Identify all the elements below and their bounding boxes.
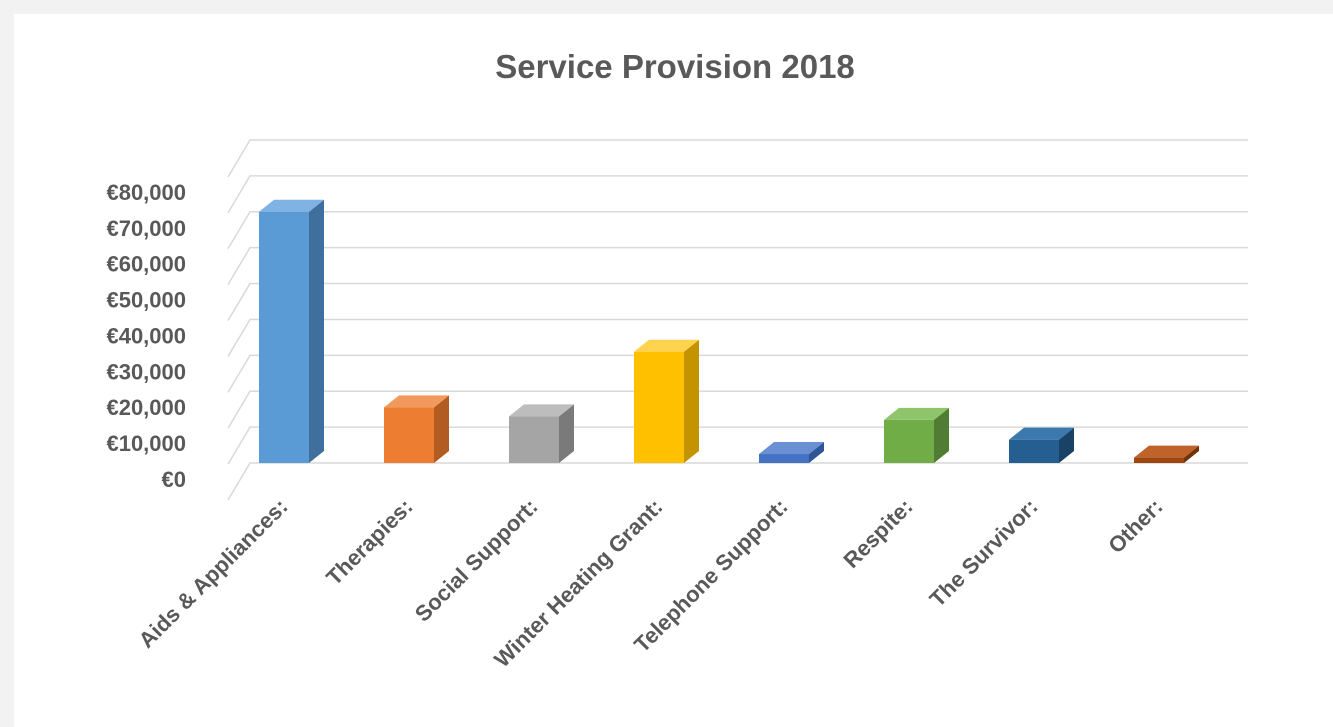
bar-front — [509, 416, 559, 463]
bar-side — [1184, 445, 1199, 463]
y-tick-label: €60,000 — [106, 252, 186, 277]
bar-side — [934, 407, 949, 463]
bar-top — [1009, 427, 1074, 440]
bar — [634, 339, 699, 463]
x-tick-label: Respite: — [838, 494, 917, 573]
bar-top — [759, 442, 824, 455]
bar — [759, 442, 824, 463]
y-tick-label: €70,000 — [106, 216, 186, 241]
x-tick-label: Social Support: — [410, 494, 543, 627]
bar-front — [884, 419, 934, 463]
bar-side — [809, 442, 824, 463]
bar-top — [884, 407, 949, 420]
bar — [884, 407, 949, 463]
y-tick-label: €20,000 — [106, 395, 186, 420]
bar — [509, 404, 574, 463]
bar-side — [309, 199, 324, 463]
x-tick-label: Aids & Appliances: — [134, 494, 293, 653]
gridline — [227, 211, 1248, 250]
chart-svg: Service Provision 2018 €0€10,000€20,000€… — [106, 48, 1248, 672]
bar — [1009, 427, 1074, 463]
y-tick-label: €50,000 — [106, 288, 186, 313]
x-tick-label: Other: — [1103, 494, 1167, 558]
bar-side — [1059, 427, 1074, 463]
bar-front — [634, 351, 684, 463]
bar-front — [259, 211, 309, 463]
chart-title: Service Provision 2018 — [495, 48, 855, 85]
bar-side — [684, 339, 699, 463]
bar-side — [434, 395, 449, 463]
gridline — [227, 175, 1248, 214]
gridline — [227, 462, 1248, 501]
bars — [259, 199, 1199, 463]
x-tick-label: The Survivor: — [925, 494, 1043, 612]
y-axis-ticks: €0 €10,000 €20,000 €30,000 €40,000 €50,000 €60… — [106, 180, 186, 492]
gridline — [227, 354, 1248, 393]
bar — [259, 199, 324, 463]
gridline — [227, 390, 1248, 429]
y-tick-label: €40,000 — [106, 323, 186, 348]
gridline — [227, 426, 1248, 465]
y-tick-label: €0 — [162, 467, 186, 492]
gridline — [227, 139, 1248, 178]
gridline — [227, 282, 1248, 321]
bar-top — [259, 199, 324, 212]
bar-front — [384, 407, 434, 463]
gridline — [227, 318, 1248, 357]
bar — [1134, 445, 1199, 463]
gridline — [227, 246, 1248, 286]
bar-front — [1009, 439, 1059, 463]
bar-front — [759, 454, 809, 463]
y-tick-label: €80,000 — [106, 180, 186, 205]
gridlines — [227, 139, 1248, 501]
bar-front — [1134, 457, 1184, 463]
bar-side — [559, 404, 574, 463]
bar-top — [509, 404, 574, 417]
bar — [384, 395, 449, 463]
y-tick-label: €30,000 — [106, 359, 186, 384]
bar-top — [384, 395, 449, 408]
y-tick-label: €10,000 — [106, 431, 186, 456]
bar-top — [634, 339, 699, 352]
x-tick-label: Therapies: — [321, 494, 417, 590]
bar-top — [1134, 445, 1199, 458]
x-axis-labels: Aids & Appliances: Therapies:Social Suppo… — [134, 494, 1168, 672]
chart-frame: Service Provision 2018 €0 €10,000 €20,000 €… — [14, 14, 1333, 727]
